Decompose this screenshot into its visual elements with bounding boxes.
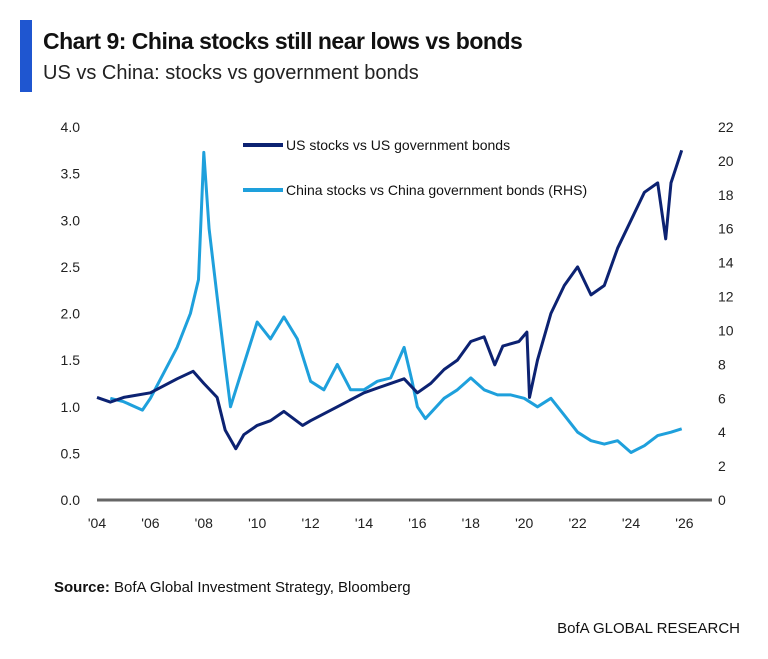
x-tick: '26 <box>675 515 693 531</box>
y-tick-right: 22 <box>718 119 734 135</box>
x-tick: '18 <box>462 515 480 531</box>
y-tick-right: 16 <box>718 221 734 237</box>
y-tick-left: 3.0 <box>61 212 81 228</box>
x-tick: '14 <box>355 515 373 531</box>
y-tick-right: 20 <box>718 153 734 169</box>
legend: US stocks vs US government bonds China s… <box>243 137 587 198</box>
source-note: Source: BofA Global Investment Strategy,… <box>54 579 411 596</box>
chart-title: Chart 9: China stocks still near lows vs… <box>43 28 523 54</box>
y-tick-right: 4 <box>718 424 726 440</box>
x-tick: '12 <box>301 515 319 531</box>
y-tick-right: 8 <box>718 356 726 372</box>
x-tick: '06 <box>141 515 159 531</box>
y-tick-right: 6 <box>718 390 726 406</box>
x-tick: '24 <box>622 515 640 531</box>
chart-subtitle: US vs China: stocks vs government bonds <box>43 62 419 84</box>
y-tick-left: 1.5 <box>61 352 81 368</box>
x-tick: '16 <box>408 515 426 531</box>
brand-label: BofA GLOBAL RESEARCH <box>557 620 740 637</box>
y-tick-left: 1.0 <box>61 399 81 415</box>
x-tick: '22 <box>568 515 586 531</box>
y-tick-left: 0.5 <box>61 445 81 461</box>
x-tick: '04 <box>88 515 106 531</box>
x-tick: '10 <box>248 515 266 531</box>
x-tick: '08 <box>195 515 213 531</box>
y-tick-right: 0 <box>718 492 726 508</box>
legend-label-us: US stocks vs US government bonds <box>286 137 510 153</box>
source-text: BofA Global Investment Strategy, Bloombe… <box>114 579 411 596</box>
y-tick-right: 10 <box>718 322 734 338</box>
y-tick-left: 4.0 <box>61 119 81 135</box>
series-line-china <box>109 150 683 454</box>
y-tick-left: 3.5 <box>61 166 81 182</box>
y-tick-right: 14 <box>718 255 734 271</box>
series-line-us <box>96 149 684 451</box>
y-tick-left: 0.0 <box>61 492 81 508</box>
y-tick-right: 12 <box>718 289 734 305</box>
y-tick-left: 2.5 <box>61 259 81 275</box>
y-tick-left: 2.0 <box>61 306 81 322</box>
y-tick-right: 2 <box>718 458 726 474</box>
y-tick-right: 18 <box>718 187 734 203</box>
x-tick: '20 <box>515 515 533 531</box>
source-label: Source: <box>54 579 110 596</box>
title-accent-bar <box>20 20 32 92</box>
legend-label-china: China stocks vs China government bonds (… <box>286 182 587 198</box>
